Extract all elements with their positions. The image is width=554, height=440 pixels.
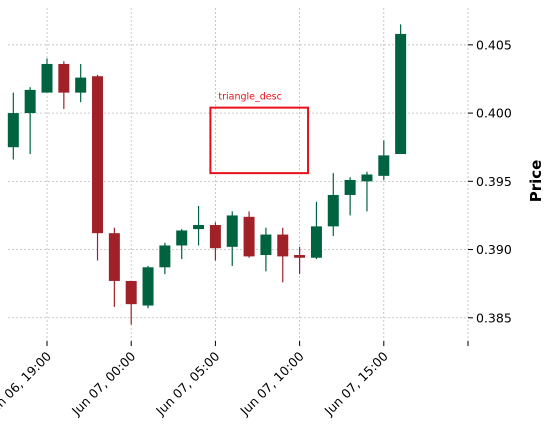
candle-body-down: [294, 255, 306, 258]
candle-body-up: [41, 63, 53, 93]
candle-body-down: [209, 224, 221, 249]
candle-body-down: [58, 63, 70, 93]
candle-body-up: [395, 33, 407, 155]
pattern-annotations: triangle_desc: [209, 92, 310, 175]
candles: [7, 24, 407, 325]
candle-body-up: [142, 267, 154, 306]
candle-body-up: [7, 113, 19, 148]
candle-body-up: [310, 226, 322, 258]
candle-body-up: [75, 77, 87, 93]
candle-body-down: [108, 233, 120, 281]
y-tick-label: 0.385: [476, 310, 512, 325]
candle-body-down: [125, 280, 137, 305]
pattern-box: [209, 106, 310, 175]
candle-body-down: [277, 234, 289, 257]
y-axis-title: Price: [527, 160, 545, 203]
candle-body-up: [344, 179, 356, 195]
y-tick-label: 0.390: [476, 242, 512, 257]
candle-body-up: [378, 155, 390, 176]
candle-body-up: [361, 174, 373, 182]
pattern-label: triangle_desc: [218, 92, 281, 103]
candle-body-down: [243, 216, 255, 257]
y-tick-label: 0.395: [476, 174, 512, 189]
y-tick-label: 0.405: [476, 37, 512, 52]
candle-body-up: [193, 224, 205, 230]
candle-body-up: [327, 194, 339, 227]
candle-body-up: [24, 89, 36, 114]
y-tick-label: 0.400: [476, 106, 512, 121]
candle-body-up: [159, 245, 171, 268]
candle-body-up: [226, 215, 238, 247]
candle-body-up: [176, 230, 188, 246]
candle-body-down: [92, 76, 104, 234]
candle-body-up: [260, 234, 272, 256]
